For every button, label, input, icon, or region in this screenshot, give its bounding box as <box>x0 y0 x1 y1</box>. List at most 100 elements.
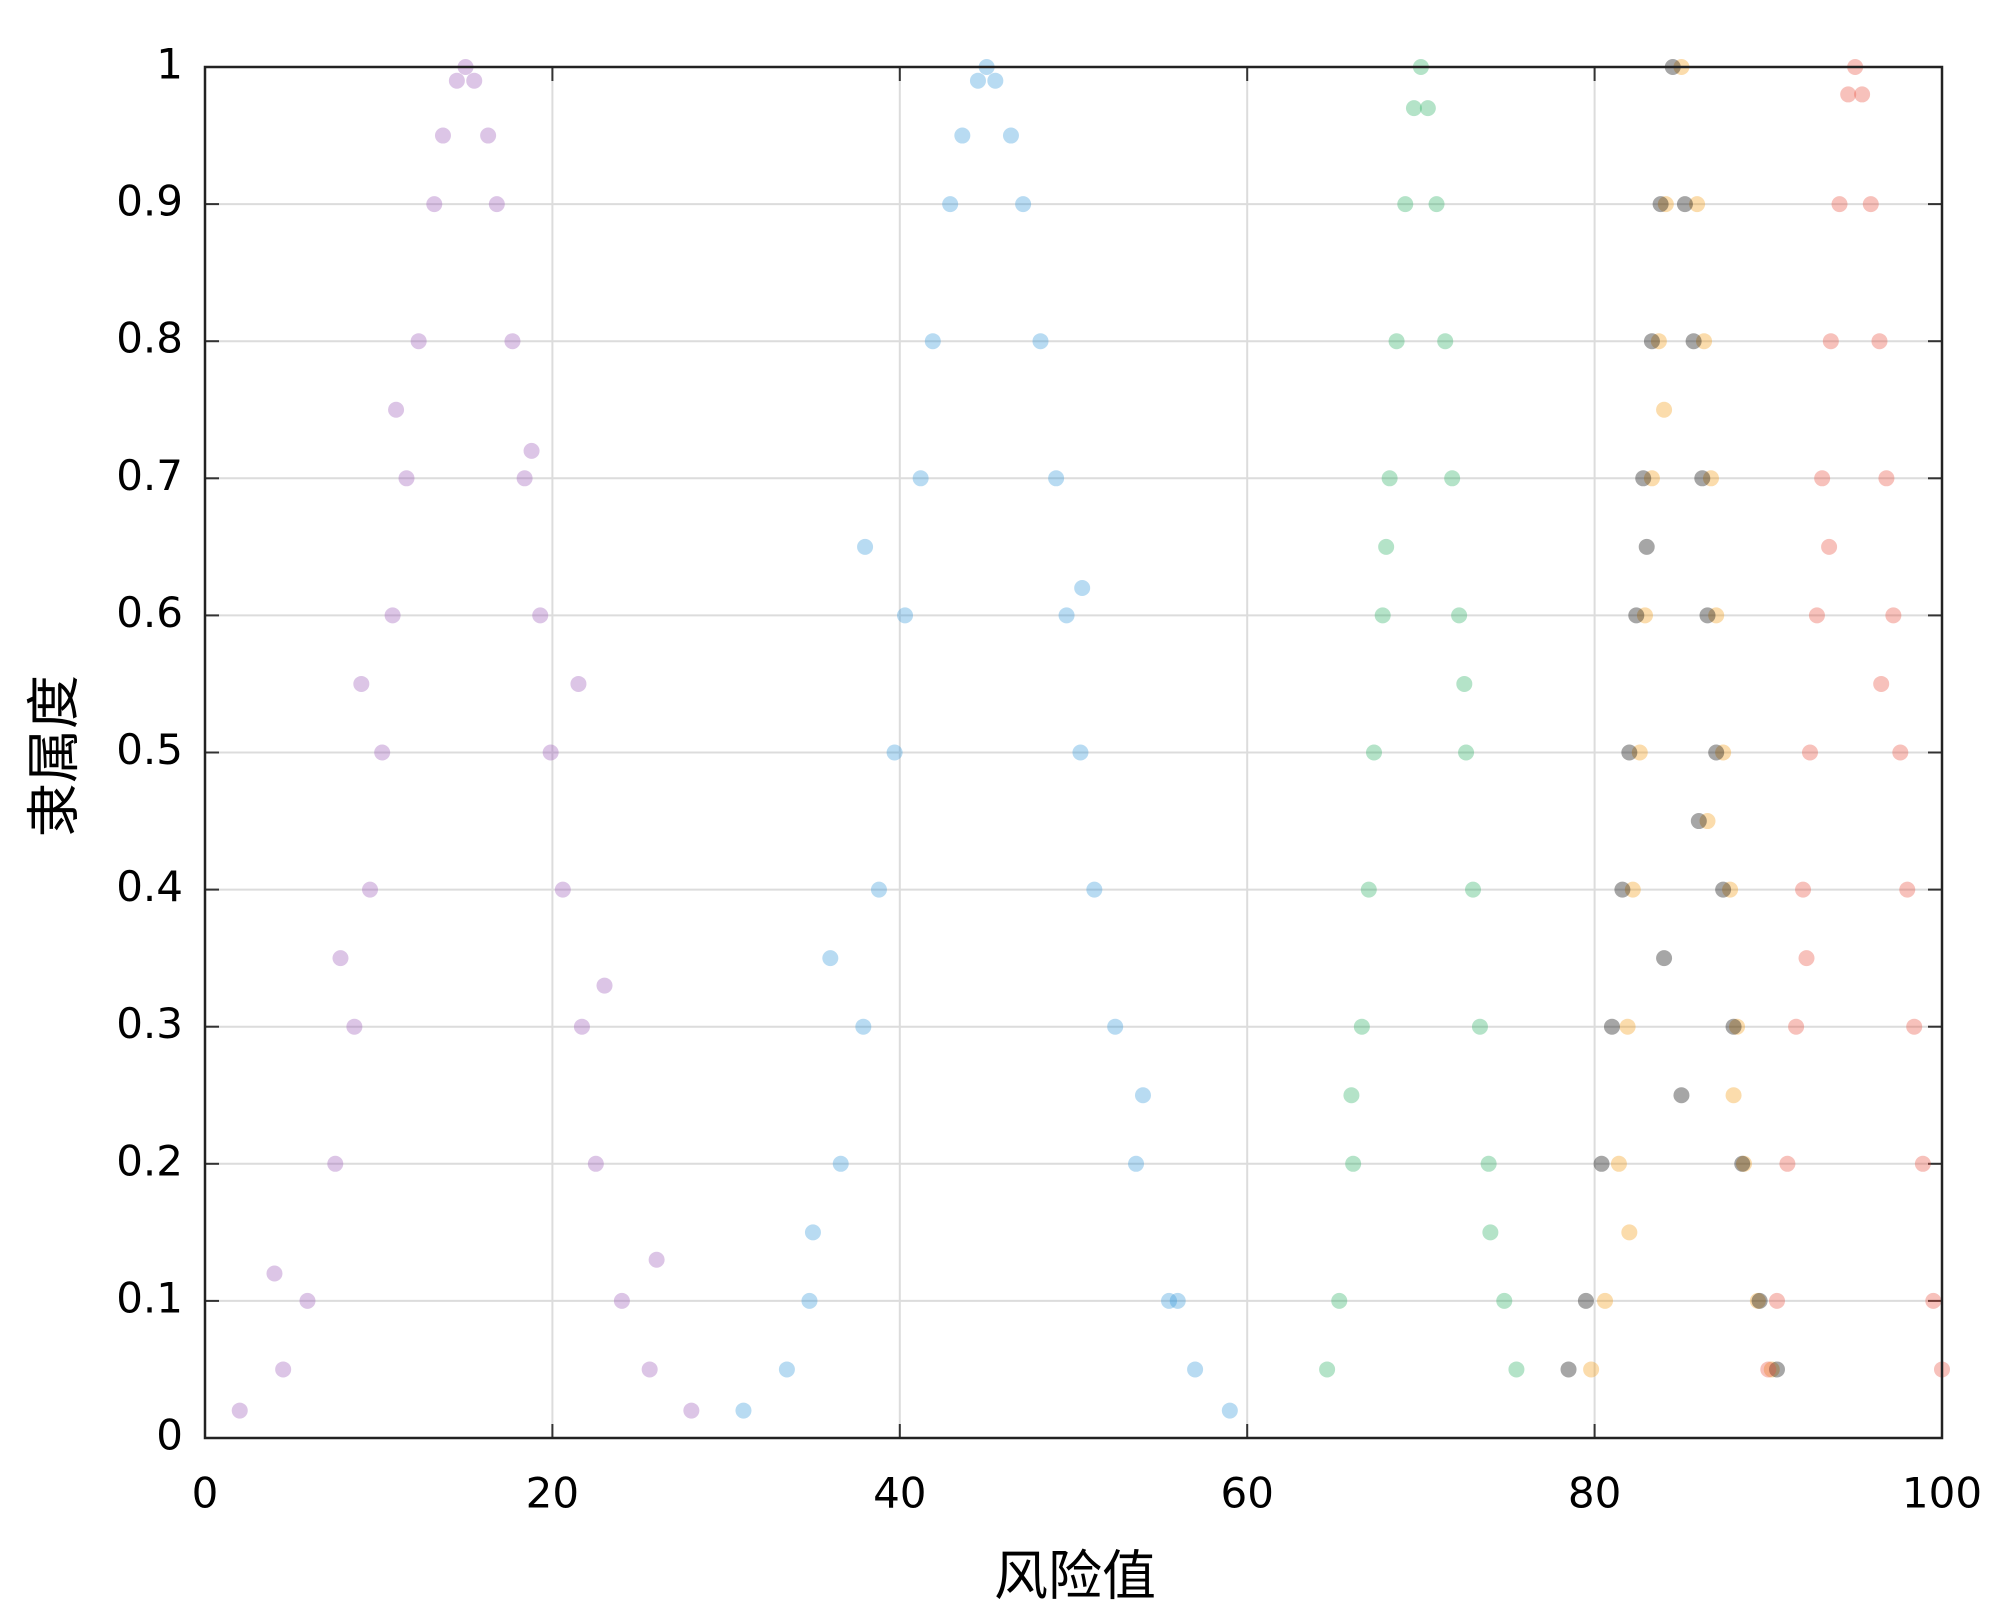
point <box>488 196 505 213</box>
y-tick-label: 0.4 <box>116 862 183 911</box>
point <box>822 950 839 967</box>
point <box>1725 1018 1742 1035</box>
point <box>1814 470 1831 487</box>
point <box>1657 196 1674 213</box>
point <box>1725 1087 1742 1104</box>
point <box>1768 1292 1785 1309</box>
point <box>886 744 903 761</box>
point <box>1801 744 1818 761</box>
point <box>1685 333 1702 350</box>
point <box>1673 1087 1690 1104</box>
point <box>480 127 497 144</box>
point <box>954 127 971 144</box>
point <box>398 470 415 487</box>
point <box>1643 470 1660 487</box>
point <box>466 72 483 89</box>
point <box>855 1018 872 1035</box>
point <box>1808 607 1825 624</box>
y-tick-label: 0.6 <box>116 588 183 637</box>
point <box>1032 333 1049 350</box>
y-tick-label: 0.9 <box>116 177 183 226</box>
x-tick-label: 100 <box>1902 1469 1982 1518</box>
point <box>1702 470 1719 487</box>
point <box>1729 1018 1746 1035</box>
point <box>353 675 370 692</box>
point <box>523 442 540 459</box>
point <box>554 881 571 898</box>
point <box>778 1361 795 1378</box>
point <box>1360 881 1377 898</box>
point <box>1319 1361 1336 1378</box>
point <box>1878 470 1895 487</box>
point <box>1715 744 1732 761</box>
point <box>1885 607 1902 624</box>
point <box>1871 333 1888 350</box>
point <box>924 333 941 350</box>
point <box>1366 744 1383 761</box>
point <box>1597 1292 1614 1309</box>
point <box>516 470 533 487</box>
point <box>1734 1155 1751 1172</box>
point <box>1822 333 1839 350</box>
point <box>1169 1292 1186 1309</box>
point <box>1480 1155 1497 1172</box>
point <box>1751 1292 1768 1309</box>
y-tick-label: 0.3 <box>116 999 183 1048</box>
point <box>1694 470 1711 487</box>
point <box>1862 196 1879 213</box>
point <box>1508 1361 1525 1378</box>
point <box>1699 813 1716 830</box>
y-tick-label: 1 <box>156 40 183 89</box>
point <box>573 1018 590 1035</box>
point <box>587 1155 604 1172</box>
point <box>1187 1361 1204 1378</box>
point <box>570 675 587 692</box>
point <box>1628 607 1645 624</box>
point <box>448 72 465 89</box>
point <box>1465 881 1482 898</box>
point <box>1656 401 1673 418</box>
point <box>1760 1361 1777 1378</box>
point <box>388 401 405 418</box>
point <box>1643 333 1660 350</box>
y-tick-label: 0.8 <box>116 314 183 363</box>
point <box>1831 196 1848 213</box>
point <box>1353 1018 1370 1035</box>
y-tick-label: 0.2 <box>116 1136 183 1185</box>
point <box>1577 1292 1594 1309</box>
point <box>346 1018 363 1035</box>
point <box>327 1155 344 1172</box>
point <box>1798 950 1815 967</box>
x-tick-label: 0 <box>192 1469 219 1518</box>
series <box>1319 59 1525 1378</box>
point <box>1763 1361 1780 1378</box>
point <box>1610 1155 1627 1172</box>
point <box>1873 675 1890 692</box>
point <box>857 538 874 555</box>
point <box>1603 1018 1620 1035</box>
point <box>942 196 959 213</box>
point <box>1676 196 1693 213</box>
point <box>1708 607 1725 624</box>
point <box>1749 1292 1766 1309</box>
point <box>1899 881 1916 898</box>
point <box>596 977 613 994</box>
point <box>1345 1155 1362 1172</box>
point <box>1128 1155 1145 1172</box>
point <box>1405 100 1422 117</box>
point <box>1722 881 1739 898</box>
series <box>1760 59 1950 1378</box>
x-tick-label: 20 <box>526 1469 579 1518</box>
point <box>1378 538 1395 555</box>
y-tick-label: 0.1 <box>116 1273 183 1322</box>
point <box>1914 1155 1931 1172</box>
point <box>384 607 401 624</box>
point <box>1635 470 1652 487</box>
point <box>1619 1018 1636 1035</box>
point <box>1593 1155 1610 1172</box>
point <box>897 607 914 624</box>
point <box>332 950 349 967</box>
point <box>1072 744 1089 761</box>
point <box>1482 1224 1499 1241</box>
point <box>1086 881 1103 898</box>
